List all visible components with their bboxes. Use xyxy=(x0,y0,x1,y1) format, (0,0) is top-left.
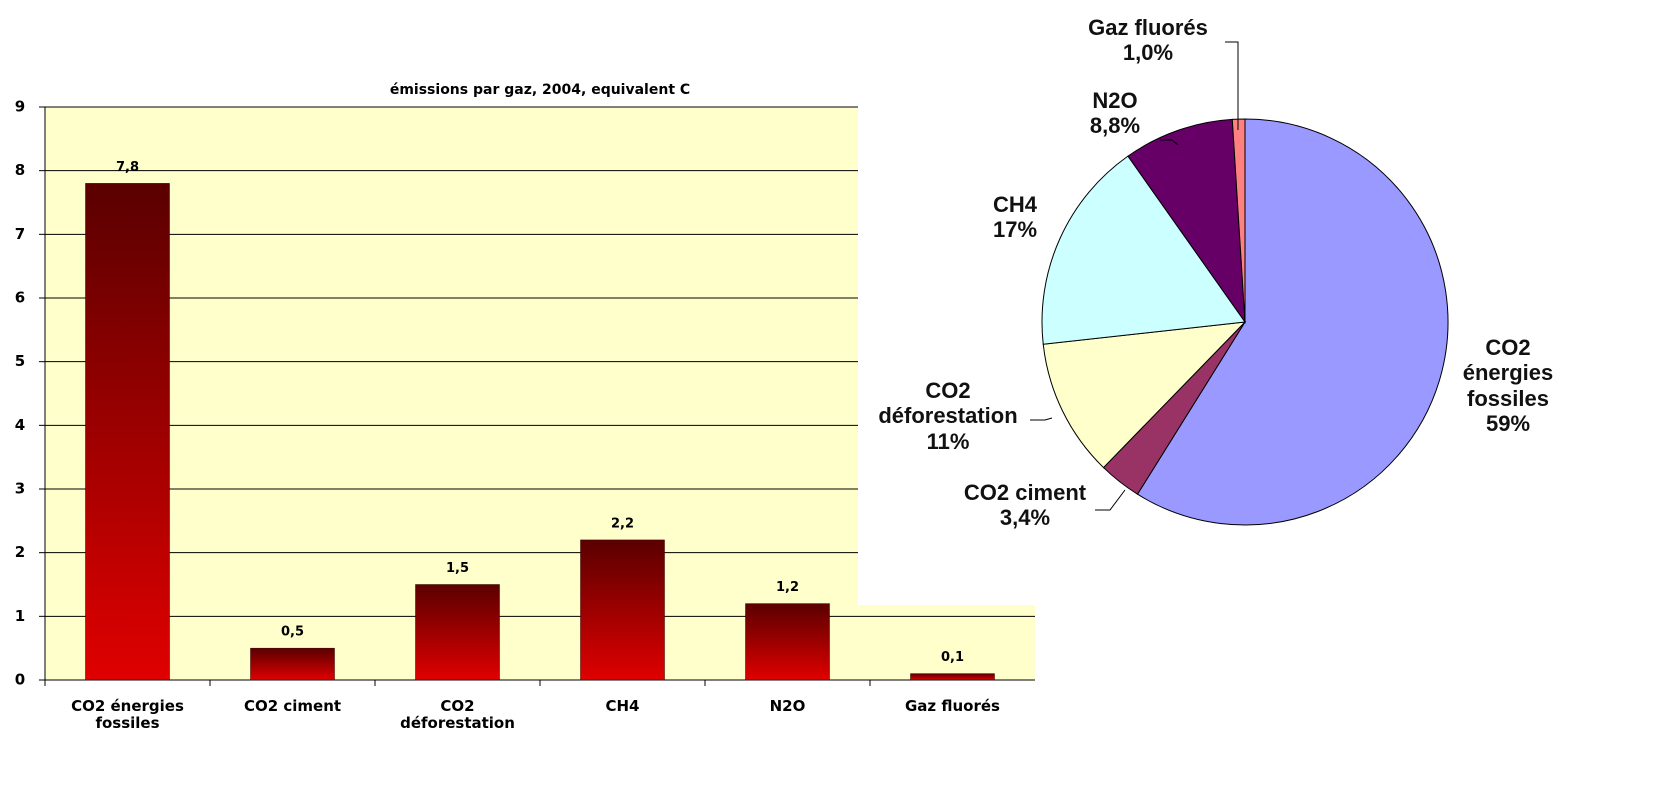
pie-value: 3,4% xyxy=(999,505,1051,531)
value-label: 1,5 xyxy=(446,561,469,576)
bar xyxy=(580,539,665,681)
pie-value: 8,8% xyxy=(1089,113,1141,139)
pie-label: Gaz fluorés 1,0% xyxy=(1063,15,1233,66)
pie-slice xyxy=(1231,118,1246,323)
pie-label: CO2 énergies fossiles 59% xyxy=(1453,335,1563,436)
pie-label: CO2 déforestation 11% xyxy=(868,378,1028,454)
pie-value: 1,0% xyxy=(1122,40,1174,66)
y-tick-label: 0 xyxy=(15,671,25,689)
pie-category: N2O xyxy=(1092,88,1138,113)
leader-line xyxy=(1225,41,1239,130)
y-tick-label: 3 xyxy=(15,480,25,498)
pie-category: Gaz fluorés xyxy=(1088,15,1208,40)
pie-value: 59% xyxy=(1485,410,1531,436)
x-tick-label: N2O xyxy=(769,697,806,715)
y-tick-label: 4 xyxy=(15,416,25,434)
pie-slice xyxy=(1136,118,1449,526)
value-label: 2,2 xyxy=(611,516,634,531)
x-tick-label: CO2 ciment xyxy=(243,697,342,715)
leader-line xyxy=(1030,417,1053,421)
bar xyxy=(250,647,335,681)
pie-slice xyxy=(1041,155,1246,345)
value-label: 0,1 xyxy=(941,650,964,665)
y-tick-label: 6 xyxy=(15,289,25,307)
x-tick-label: CO2 déforestation xyxy=(400,697,515,733)
pie-category: CH4 xyxy=(992,192,1037,217)
pie-value: 17% xyxy=(992,217,1038,243)
value-label: 1,2 xyxy=(776,580,799,595)
pie-label: CO2 ciment 3,4% xyxy=(935,480,1115,531)
pie-category: CO2 déforestation xyxy=(878,378,1018,429)
y-tick-label: 1 xyxy=(15,607,25,625)
plot-background xyxy=(45,107,1035,680)
pie-slice xyxy=(1127,118,1246,324)
pie-category: CO2 énergies fossiles xyxy=(1462,335,1554,411)
leader-line xyxy=(1095,489,1126,511)
bar xyxy=(85,183,170,681)
x-tick-label: Gaz fluorés xyxy=(905,697,1000,715)
pie-label: CH4 17% xyxy=(975,192,1055,243)
pie-value: 11% xyxy=(926,428,970,454)
value-label: 0,5 xyxy=(281,625,304,640)
pie-label: N2O 8,8% xyxy=(1075,88,1155,139)
x-tick-label: CO2 énergies fossiles xyxy=(71,697,184,733)
pie-category: CO2 ciment xyxy=(963,480,1087,505)
y-tick-label: 2 xyxy=(15,543,25,561)
y-tick-label: 8 xyxy=(15,161,25,179)
leader-line xyxy=(1160,139,1179,146)
value-label: 7,8 xyxy=(116,160,139,175)
chart-title: émissions par gaz, 2004, equivalent C xyxy=(390,82,690,98)
pie-slice xyxy=(1042,321,1247,469)
y-tick-label: 9 xyxy=(15,98,25,116)
y-tick-label: 5 xyxy=(15,352,25,370)
x-tick-label: CH4 xyxy=(605,697,640,715)
bar xyxy=(415,584,500,681)
bar xyxy=(745,603,830,681)
y-tick-label: 7 xyxy=(15,225,25,243)
bar xyxy=(910,673,995,681)
